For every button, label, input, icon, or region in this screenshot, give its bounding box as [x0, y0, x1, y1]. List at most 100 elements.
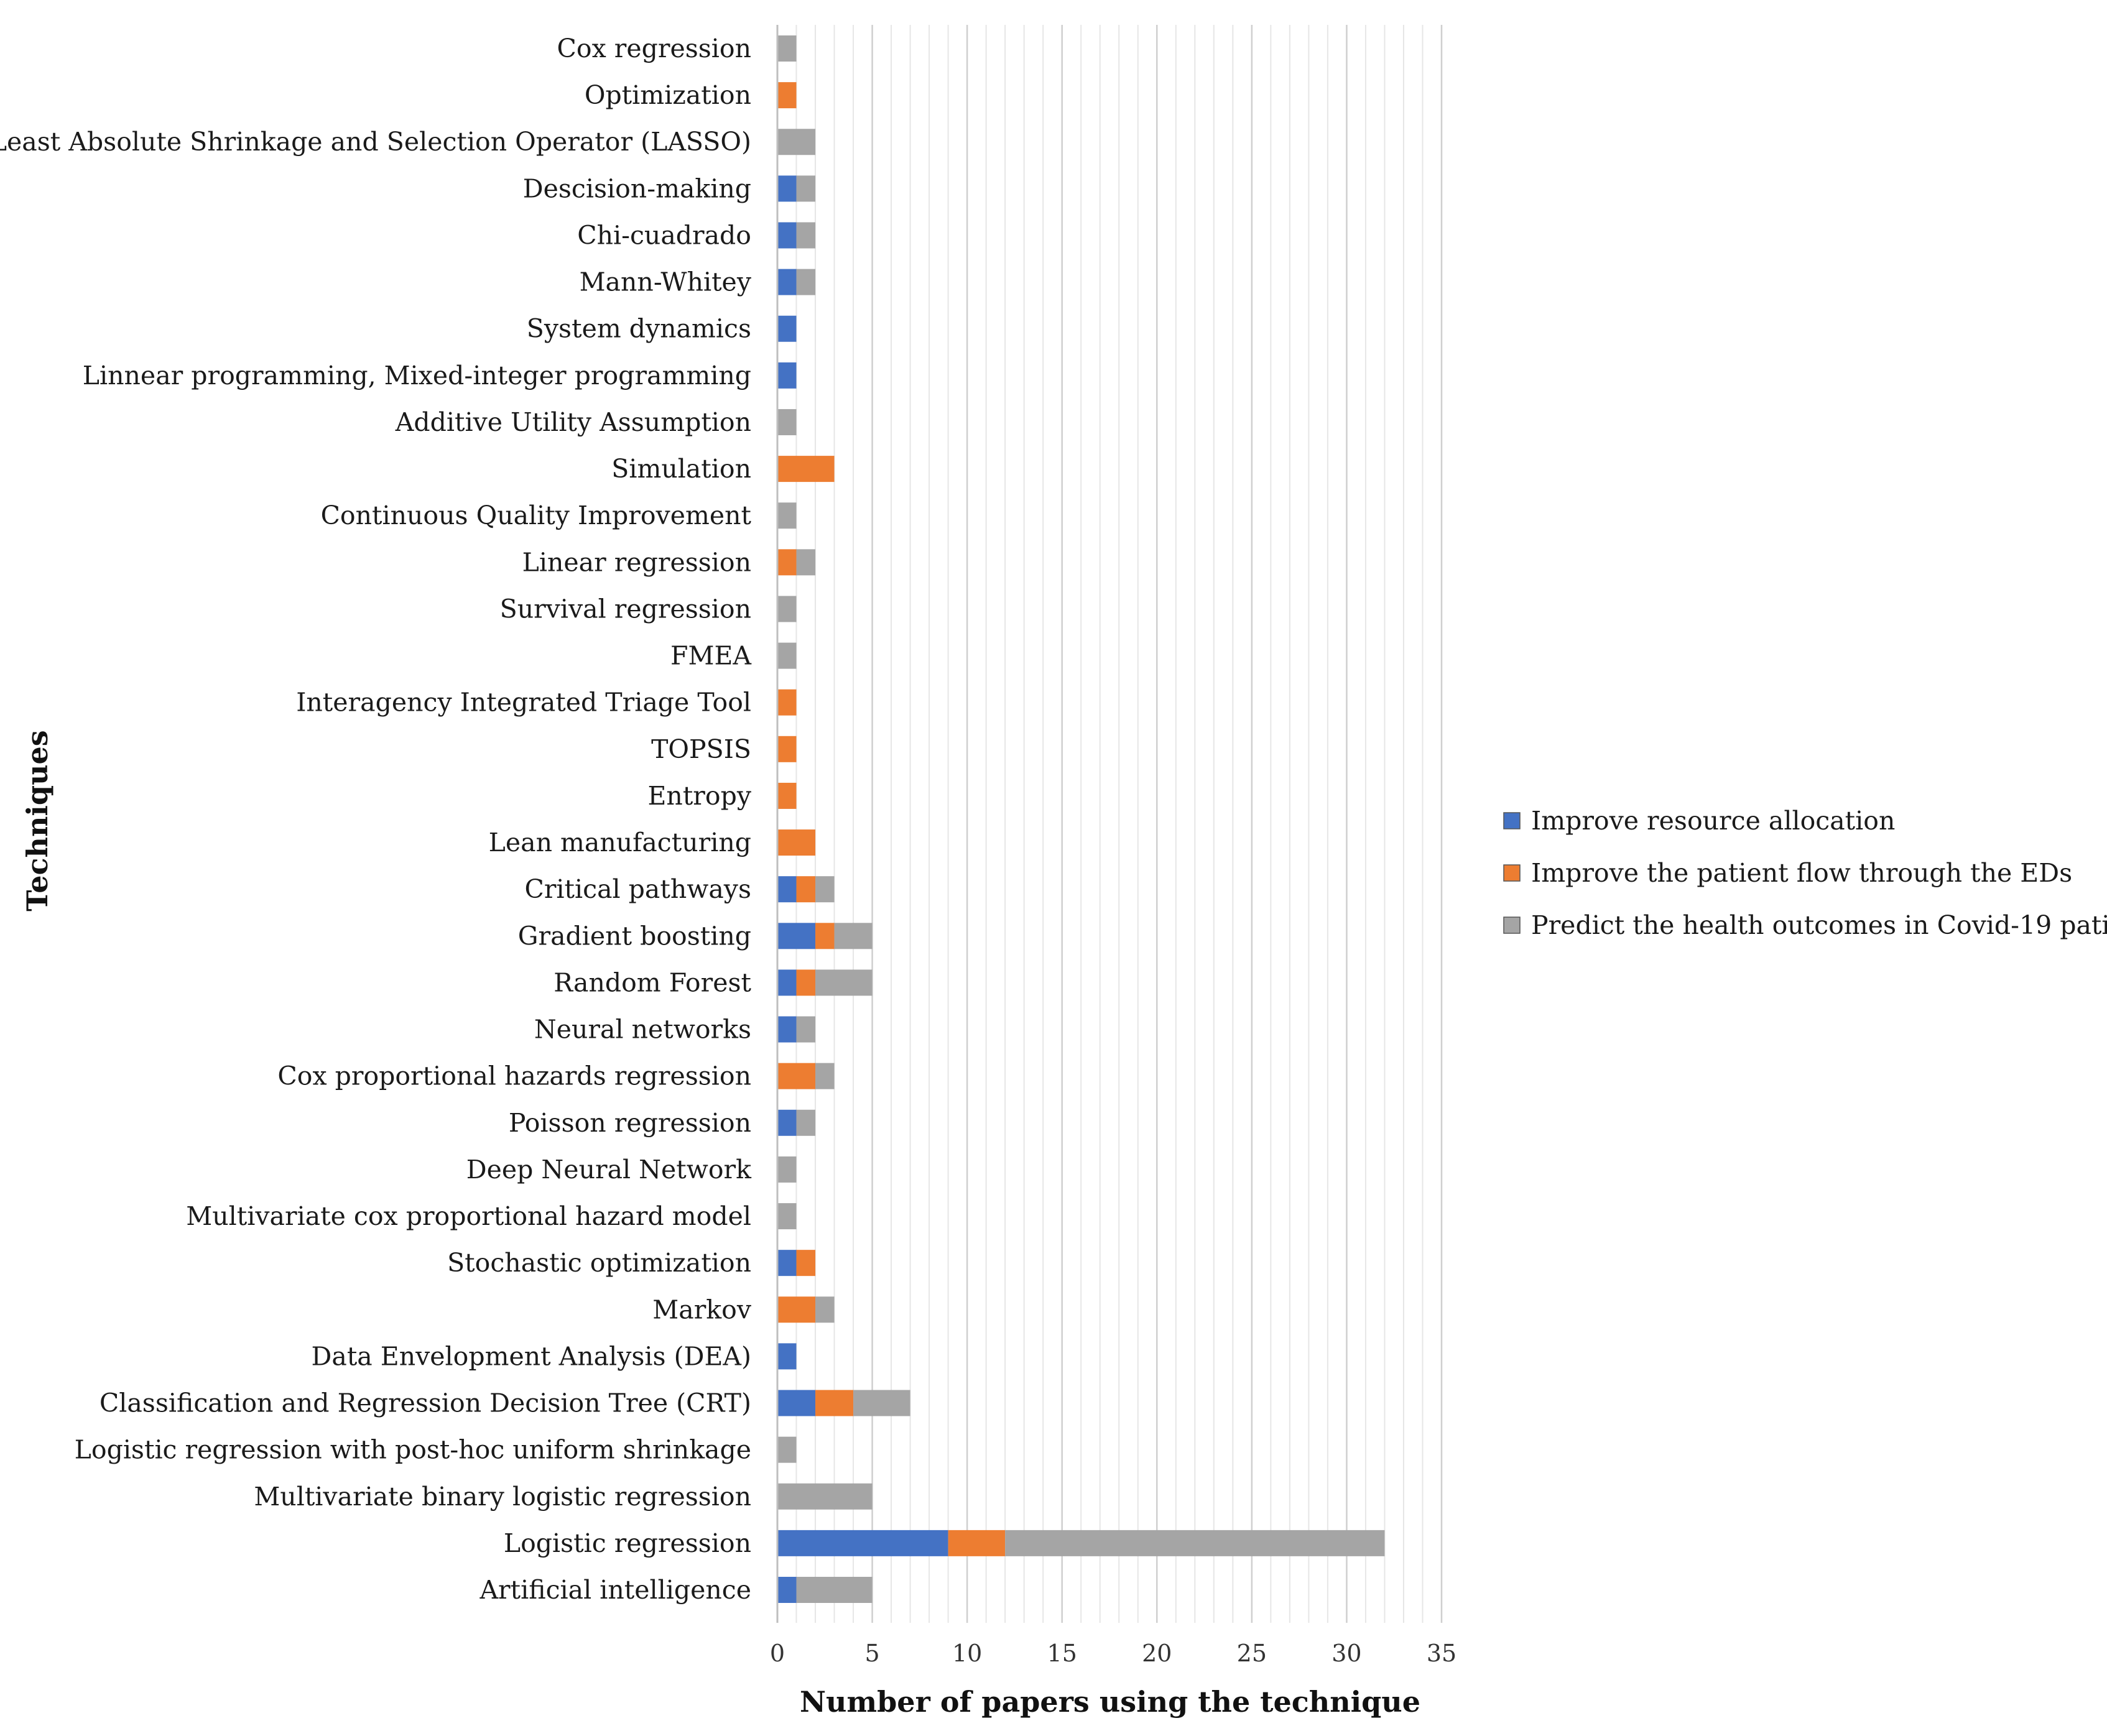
bar-segment-series-2-row-5	[796, 269, 816, 295]
category-label: Additive Utility Assumption	[395, 407, 751, 437]
bar-segment-series-2-row-19	[834, 923, 873, 949]
bar-segment-series-2-row-27	[815, 1296, 835, 1323]
bar-segment-series-1-row-15	[777, 736, 797, 762]
bar-segment-series-0-row-21	[777, 1016, 797, 1043]
category-label: Descision-making	[523, 173, 751, 203]
bar-segment-series-2-row-10	[777, 502, 797, 529]
category-label: Linnear programming, Mixed-integer progr…	[83, 361, 751, 390]
category-label: Linear regression	[522, 547, 751, 577]
bar-segment-series-2-row-13	[777, 642, 797, 669]
gridlines	[795, 25, 1443, 1623]
category-label: Artificial intelligence	[479, 1575, 751, 1605]
category-label: Optimization	[585, 80, 751, 110]
x-tick-label: 10	[952, 1640, 982, 1667]
category-label: Interagency Integrated Triage Tool	[296, 688, 751, 718]
x-tick-label: 5	[864, 1640, 879, 1667]
bar-segment-series-0-row-5	[777, 269, 797, 295]
bar-segment-series-2-row-30	[777, 1436, 797, 1463]
category-label: Markov	[652, 1295, 752, 1324]
bar-segment-series-1-row-14	[777, 689, 797, 716]
bar-segment-series-1-row-22	[777, 1063, 816, 1089]
category-label: Continuous Quality Improvement	[321, 501, 752, 530]
x-tick-label: 30	[1331, 1640, 1361, 1667]
category-label: Deep Neural Network	[466, 1155, 752, 1184]
bar-segment-series-2-row-23	[796, 1109, 816, 1136]
bar-segment-series-2-row-20	[815, 969, 873, 996]
category-label: Survival regression	[500, 594, 751, 624]
x-axis-title: Number of papers using the technique	[800, 1685, 1420, 1719]
bar-segment-series-2-row-11	[796, 549, 816, 576]
bar-segment-series-1-row-20	[796, 969, 816, 996]
category-labels: Cox regression Optimization Least Absolute…	[0, 34, 752, 1605]
bar-segment-series-1-row-1	[777, 82, 797, 109]
bar-segment-series-2-row-32	[1005, 1530, 1385, 1556]
x-tick-label: 20	[1142, 1640, 1172, 1667]
category-label: Logistic regression	[504, 1528, 751, 1558]
bar-segment-series-0-row-23	[777, 1109, 797, 1136]
x-tick-label: 0	[770, 1640, 785, 1667]
bar-segment-series-2-row-31	[777, 1483, 873, 1510]
bar-segment-series-2-row-8	[777, 409, 797, 435]
bar-segment-series-2-row-22	[815, 1063, 835, 1089]
category-label: Gradient boosting	[518, 921, 751, 951]
bar-segment-series-2-row-25	[777, 1203, 797, 1230]
category-label: Chi-cuadrado	[577, 220, 751, 250]
legend-label-1: Improve the patient flow through the EDs	[1531, 858, 2072, 888]
category-label: Simulation	[611, 454, 751, 484]
bar-segment-series-0-row-33	[777, 1577, 797, 1603]
bar-segment-series-2-row-18	[815, 876, 835, 903]
category-label: Least Absolute Shrinkage and Selection O…	[0, 127, 751, 157]
legend-swatch-0	[1503, 812, 1521, 829]
bar-segment-series-0-row-18	[777, 876, 797, 903]
bar-segment-series-0-row-26	[777, 1250, 797, 1277]
bar-segment-series-2-row-12	[777, 596, 797, 622]
bar-segment-series-0-row-32	[777, 1530, 948, 1556]
category-label: Lean manufacturing	[489, 828, 751, 857]
legend-label-0: Improve resource allocation	[1531, 806, 1895, 836]
category-label: Critical pathways	[524, 874, 751, 904]
category-label: Multivariate cox proportional hazard mod…	[186, 1201, 751, 1231]
category-label: Multivariate binary logistic regression	[254, 1482, 751, 1512]
bar-segment-series-2-row-29	[853, 1390, 910, 1416]
legend-swatch-1	[1503, 864, 1521, 882]
category-label: FMEA	[670, 641, 752, 671]
bar-segment-series-0-row-7	[777, 362, 797, 389]
category-label: Poisson regression	[509, 1108, 751, 1138]
bar-segment-series-1-row-29	[815, 1390, 854, 1416]
bar-segment-series-1-row-16	[777, 782, 797, 809]
bar-segment-series-1-row-9	[777, 456, 835, 482]
bar-segment-series-2-row-4	[796, 222, 816, 249]
x-tick-label: 15	[1047, 1640, 1077, 1667]
legend: Improve resource allocation Improve the p…	[1503, 806, 2107, 940]
bar-segment-series-2-row-0	[777, 35, 797, 62]
category-label: Random Forest	[553, 967, 751, 997]
category-label: Logistic regression with post-hoc unifor…	[75, 1435, 751, 1465]
category-label: TOPSIS	[651, 734, 751, 764]
bar-segment-series-0-row-4	[777, 222, 797, 249]
bar-segment-series-2-row-33	[796, 1577, 873, 1603]
bar-segment-series-1-row-26	[796, 1250, 816, 1277]
bar-segment-series-0-row-19	[777, 923, 816, 949]
bars	[777, 35, 1385, 1603]
category-label: Cox regression	[557, 34, 751, 63]
bar-segment-series-1-row-11	[777, 549, 797, 576]
bar-segment-series-2-row-3	[796, 175, 816, 202]
category-label: Data Envelopment Analysis (DEA)	[312, 1341, 752, 1371]
x-tick-labels: 0 5 10 15 20 25 30 35	[770, 1640, 1456, 1667]
bar-segment-series-1-row-19	[815, 923, 835, 949]
category-label: Entropy	[647, 781, 751, 811]
category-label: System dynamics	[527, 314, 751, 344]
y-axis-title: Techniques	[21, 730, 54, 911]
legend-label-2: Predict the health outcomes in Covid-19 …	[1531, 910, 2107, 940]
bar-segment-series-0-row-20	[777, 969, 797, 996]
bar-segment-series-0-row-6	[777, 315, 797, 342]
bar-segment-series-1-row-17	[777, 829, 816, 856]
bar-segment-series-2-row-2	[777, 129, 816, 155]
bar-segment-series-0-row-28	[777, 1343, 797, 1370]
x-tick-label: 25	[1237, 1640, 1267, 1667]
category-label: Classification and Regression Decision T…	[100, 1388, 751, 1418]
bar-segment-series-1-row-32	[948, 1530, 1006, 1556]
bar-segment-series-2-row-24	[777, 1156, 797, 1183]
